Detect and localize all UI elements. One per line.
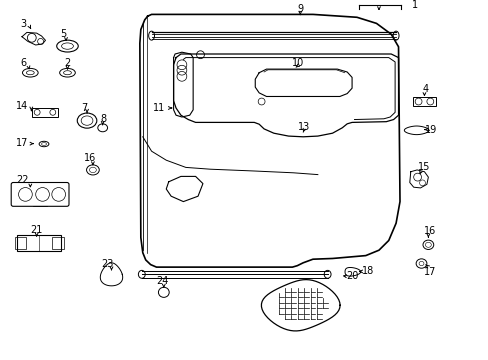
Text: 7: 7 [81,103,87,113]
Text: 14: 14 [16,101,29,111]
Bar [17,235,61,251]
Text: 1: 1 [411,0,417,10]
Bar [15,237,26,249]
Text: 23: 23 [101,258,114,269]
Text: 24: 24 [156,276,168,286]
Text: 6: 6 [20,58,26,68]
Bar [412,97,435,106]
Text: 2: 2 [64,58,70,68]
Text: 5: 5 [61,29,66,39]
Text: 17: 17 [423,267,436,277]
Text: 22: 22 [16,175,29,185]
Text: 17: 17 [16,138,29,148]
Text: 16: 16 [84,153,97,163]
Text: 21: 21 [30,225,43,235]
Text: 11: 11 [152,103,165,113]
Text: 15: 15 [417,162,430,172]
Text: 3: 3 [20,19,26,29]
Text: 16: 16 [423,226,436,236]
Text: 10: 10 [291,58,304,68]
Text: 20: 20 [345,271,358,282]
Text: 13: 13 [297,122,310,132]
Text: 18: 18 [361,266,373,276]
Text: 8: 8 [101,114,106,124]
Text: 9: 9 [297,4,303,14]
Text: 4: 4 [422,84,427,94]
Bar [32,108,59,117]
Text: 19: 19 [424,125,437,135]
Bar [52,237,63,249]
